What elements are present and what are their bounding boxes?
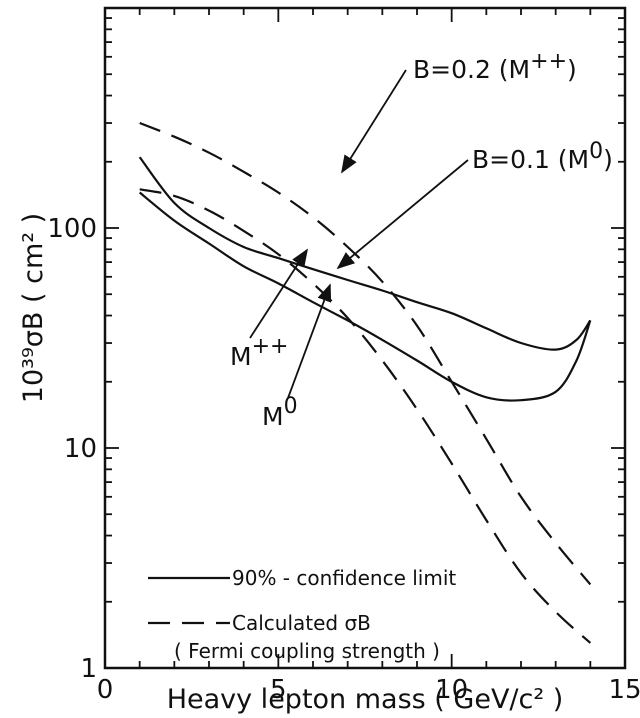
svg-text:B=0.1 (M0): B=0.1 (M0) [472,139,613,174]
annotation-m0: M0 [262,283,332,431]
x-tick-label: 15 [608,675,640,705]
y-tick-label: 100 [47,214,97,244]
y-tick-label: 10 [64,434,97,464]
series-line-m- [138,156,592,351]
legend-dashed-label: Calculated σB [232,611,371,635]
axis-tick-labels: 0 5 10 15 1 10 100 [47,214,640,705]
x-tick-label: 5 [270,675,287,705]
svg-text:M0: M0 [262,394,298,431]
legend-solid-label: 90% - confidence limit [232,566,456,590]
axis-ticks [104,8,626,669]
legend-dashed-sublabel: ( Fermi coupling strength ) [174,639,440,663]
legend: 90% - confidence limit Calculated σB ( F… [148,566,456,663]
annotation-b01: B=0.1 (M0) [336,139,613,270]
svg-text:B=0.2 (M++): B=0.2 (M++) [413,49,577,84]
annotation-mpp-arrow [249,248,308,339]
x-tick-label: 10 [435,675,468,705]
annotation-b02-arrow [341,69,407,174]
series-layer [138,121,592,644]
annotation-m0-arrow [287,283,332,399]
series-line-m0 [139,191,592,402]
x-axis-title: Heavy lepton mass ( GeV/c² ) [167,684,564,715]
annotation-b02: B=0.2 (M++) [341,49,577,174]
svg-text:M++: M++ [230,334,288,371]
y-axis-title: 10³⁹σB ( cm² ) [18,213,49,403]
series-line-b-0-2-m- [139,121,592,586]
annotation-b01-arrow [336,159,469,270]
plot-frame [103,6,627,670]
y-tick-label: 1 [80,654,97,684]
x-tick-label: 0 [97,675,114,705]
annotation-mpp: M++ [230,248,308,371]
series-line-b-0-1-m0- [139,188,592,644]
